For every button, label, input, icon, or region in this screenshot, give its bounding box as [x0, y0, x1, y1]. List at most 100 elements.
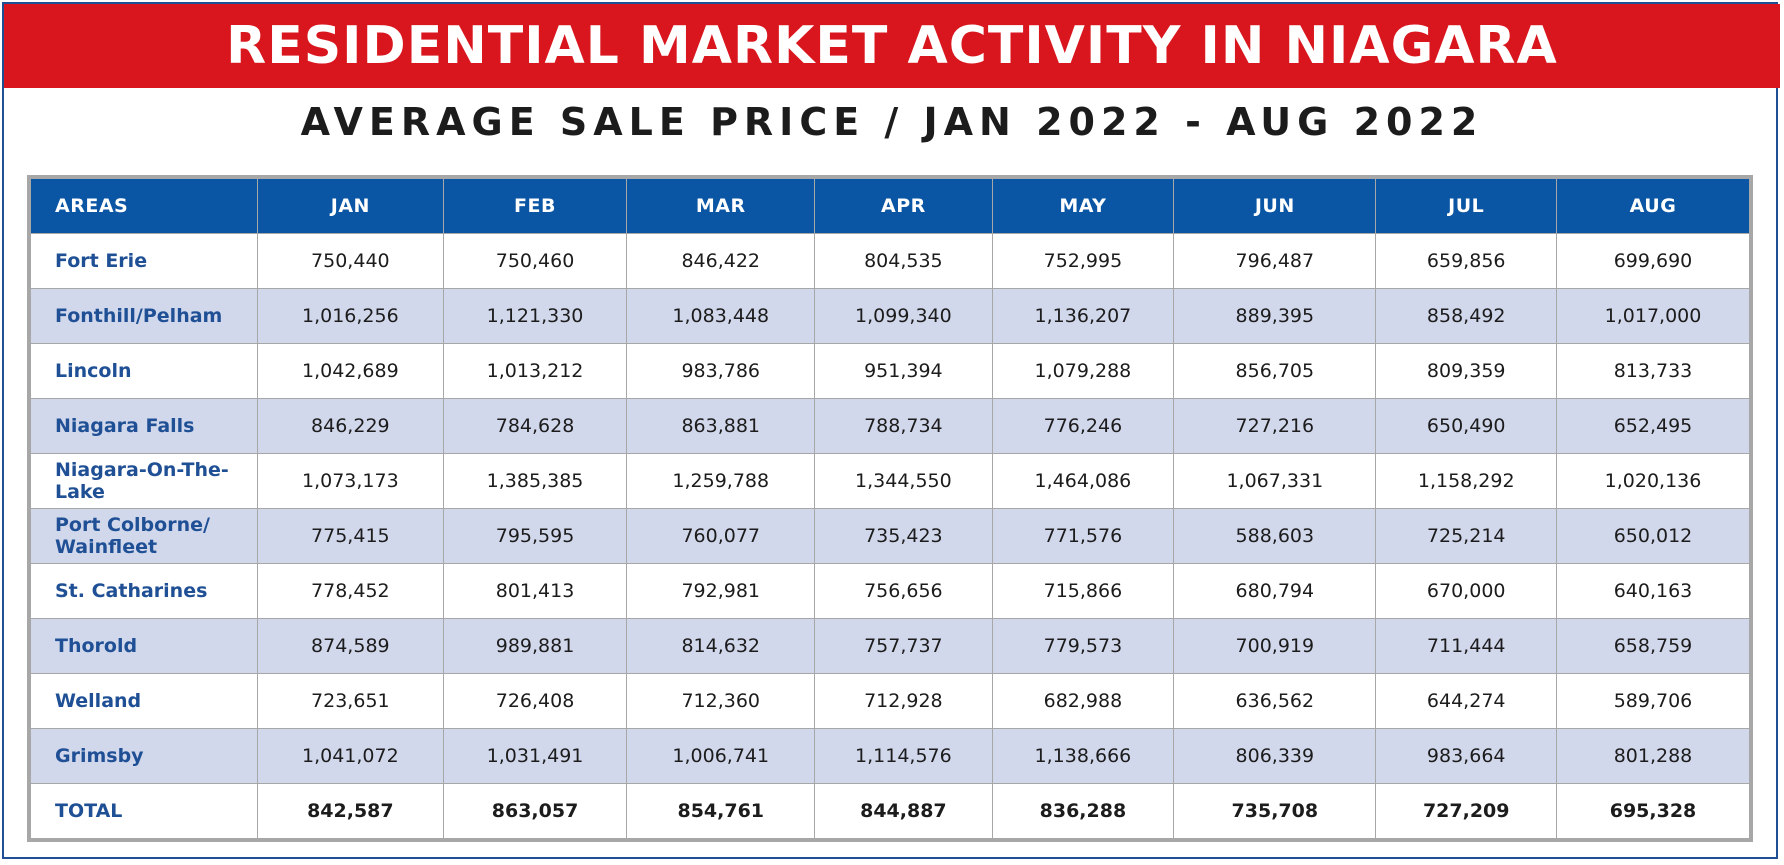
price-cell: 779,573 — [991, 618, 1175, 674]
area-name-cell: Niagara-On-The-Lake — [30, 453, 258, 509]
price-cell: 1,121,330 — [442, 288, 628, 344]
price-cell: 1,138,666 — [991, 728, 1175, 784]
price-cell: 1,114,576 — [814, 728, 993, 784]
price-table-container: AREAS JAN FEB MAR APR MAY JUN JUL AUG Fo… — [27, 175, 1753, 842]
price-cell: 801,413 — [442, 563, 628, 619]
price-cell: 723,651 — [256, 673, 444, 729]
price-cell: 784,628 — [442, 398, 628, 454]
price-cell: 650,012 — [1556, 508, 1750, 564]
price-cell: 1,041,072 — [256, 728, 444, 784]
area-name-cell: Lincoln — [30, 343, 258, 399]
area-name-cell: St. Catharines — [30, 563, 258, 619]
total-value-cell: 727,209 — [1375, 783, 1557, 839]
column-header-jul: JUL — [1375, 178, 1557, 234]
price-cell: 809,359 — [1375, 343, 1557, 399]
price-cell: 874,589 — [256, 618, 444, 674]
price-cell: 795,595 — [442, 508, 628, 564]
price-cell: 796,487 — [1173, 233, 1377, 289]
price-cell: 699,690 — [1556, 233, 1750, 289]
total-value-cell: 863,057 — [442, 783, 628, 839]
price-cell: 1,042,689 — [256, 343, 444, 399]
price-cell: 670,000 — [1375, 563, 1557, 619]
price-cell: 846,229 — [256, 398, 444, 454]
price-cell: 1,013,212 — [442, 343, 628, 399]
price-cell: 1,259,788 — [626, 453, 816, 509]
price-cell: 1,099,340 — [814, 288, 993, 344]
price-cell: 640,163 — [1556, 563, 1750, 619]
price-cell: 589,706 — [1556, 673, 1750, 729]
table-row: Welland 723,651 726,408 712,360 712,928 682,9… — [30, 673, 1750, 729]
price-cell: 983,786 — [626, 343, 816, 399]
price-cell: 715,866 — [991, 563, 1175, 619]
price-cell: 659,856 — [1375, 233, 1557, 289]
price-cell: 814,632 — [626, 618, 816, 674]
price-cell: 756,656 — [814, 563, 993, 619]
price-cell: 1,016,256 — [256, 288, 444, 344]
price-cell: 760,077 — [626, 508, 816, 564]
price-cell: 644,274 — [1375, 673, 1557, 729]
title-banner: RESIDENTIAL MARKET ACTIVITY IN NIAGARA — [4, 4, 1780, 88]
price-cell: 1,031,491 — [442, 728, 628, 784]
area-name-cell: Grimsby — [30, 728, 258, 784]
price-cell: 711,444 — [1375, 618, 1557, 674]
price-cell: 735,423 — [814, 508, 993, 564]
price-cell: 712,928 — [814, 673, 993, 729]
table-row: Thorold 874,589 989,881 814,632 757,737 779,5… — [30, 618, 1750, 674]
table-row: Lincoln 1,042,689 1,013,212 983,786 951,394 1… — [30, 343, 1750, 399]
total-row: TOTAL 842,587 863,057 854,761 844,887 836,288… — [30, 783, 1750, 839]
table-body: Fort Erie 750,440 750,460 846,422 804,535 752… — [30, 233, 1750, 839]
price-cell: 1,073,173 — [256, 453, 444, 509]
area-name-cell: Niagara Falls — [30, 398, 258, 454]
price-cell: 846,422 — [626, 233, 816, 289]
price-cell: 1,385,385 — [442, 453, 628, 509]
price-cell: 792,981 — [626, 563, 816, 619]
page-subtitle: AVERAGE SALE PRICE / JAN 2022 - AUG 2022 — [300, 100, 1484, 144]
price-cell: 652,495 — [1556, 398, 1750, 454]
total-value-cell: 735,708 — [1173, 783, 1377, 839]
price-cell: 1,020,136 — [1556, 453, 1750, 509]
price-cell: 806,339 — [1173, 728, 1377, 784]
price-cell: 1,344,550 — [814, 453, 993, 509]
price-cell: 776,246 — [991, 398, 1175, 454]
column-header-feb: FEB — [442, 178, 628, 234]
price-cell: 889,395 — [1173, 288, 1377, 344]
price-cell: 1,158,292 — [1375, 453, 1557, 509]
price-cell: 863,881 — [626, 398, 816, 454]
price-cell: 858,492 — [1375, 288, 1557, 344]
table-row: Fonthill/Pelham 1,016,256 1,121,330 1,083,4… — [30, 288, 1750, 344]
price-cell: 1,006,741 — [626, 728, 816, 784]
price-cell: 725,214 — [1375, 508, 1557, 564]
price-table: AREAS JAN FEB MAR APR MAY JUN JUL AUG Fo… — [30, 178, 1750, 839]
table-row: Grimsby 1,041,072 1,031,491 1,006,741 1,114,… — [30, 728, 1750, 784]
price-cell: 801,288 — [1556, 728, 1750, 784]
column-header-may: MAY — [991, 178, 1175, 234]
column-header-aug: AUG — [1556, 178, 1750, 234]
column-header-jun: JUN — [1173, 178, 1377, 234]
total-value-cell: 854,761 — [626, 783, 816, 839]
price-cell: 1,083,448 — [626, 288, 816, 344]
price-cell: 771,576 — [991, 508, 1175, 564]
page-title: RESIDENTIAL MARKET ACTIVITY IN NIAGARA — [226, 16, 1558, 76]
price-cell: 712,360 — [626, 673, 816, 729]
area-name-cell: Fonthill/Pelham — [30, 288, 258, 344]
area-name-cell: Thorold — [30, 618, 258, 674]
price-cell: 650,490 — [1375, 398, 1557, 454]
total-value-cell: 844,887 — [814, 783, 993, 839]
price-cell: 680,794 — [1173, 563, 1377, 619]
table-row: St. Catharines 778,452 801,413 792,981 756,6… — [30, 563, 1750, 619]
column-header-jan: JAN — [256, 178, 444, 234]
price-cell: 1,067,331 — [1173, 453, 1377, 509]
area-name-cell: Fort Erie — [30, 233, 258, 289]
price-cell: 750,440 — [256, 233, 444, 289]
area-name-cell: Port Colborne/ Wainfleet — [30, 508, 258, 564]
total-value-cell: 842,587 — [256, 783, 444, 839]
price-cell: 757,737 — [814, 618, 993, 674]
price-cell: 682,988 — [991, 673, 1175, 729]
total-label: TOTAL — [30, 783, 258, 839]
price-cell: 1,136,207 — [991, 288, 1175, 344]
price-cell: 813,733 — [1556, 343, 1750, 399]
total-value-cell: 836,288 — [991, 783, 1175, 839]
table-header-row: AREAS JAN FEB MAR APR MAY JUN JUL AUG — [30, 178, 1750, 234]
table-row: Fort Erie 750,440 750,460 846,422 804,535 752… — [30, 233, 1750, 289]
table-row: Niagara-On-The-Lake 1,073,173 1,385,385 1,2… — [30, 453, 1750, 509]
